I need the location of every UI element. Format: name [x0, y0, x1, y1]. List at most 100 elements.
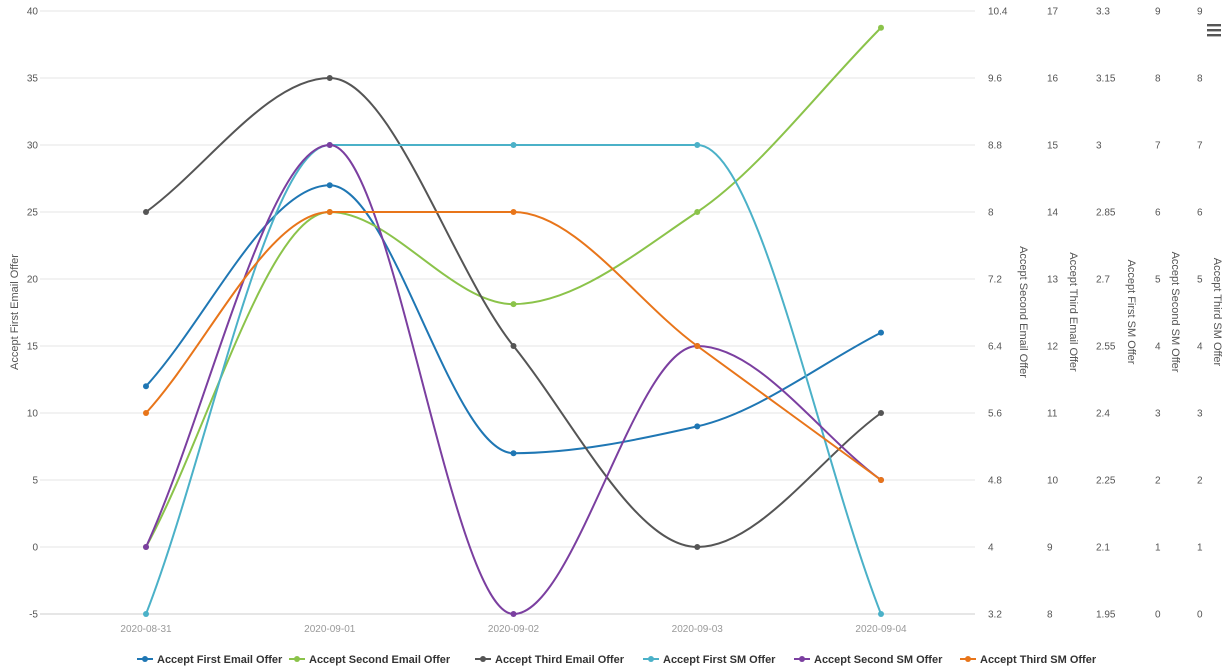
y-tick-label: 8 — [1047, 610, 1053, 621]
legend-item-accept-third-email-offer[interactable]: Accept Third Email Offer — [475, 654, 625, 666]
data-point[interactable] — [510, 142, 517, 148]
y-tick-label: 9 — [1197, 7, 1203, 18]
data-point[interactable] — [694, 544, 701, 550]
data-point[interactable] — [326, 75, 333, 81]
y-tick-label: 4.8 — [988, 476, 1002, 487]
data-point[interactable] — [694, 343, 701, 349]
data-point[interactable] — [510, 209, 517, 215]
data-point[interactable] — [878, 410, 884, 416]
legend-marker-icon — [294, 656, 300, 662]
hamburger-menu-icon[interactable] — [1207, 24, 1221, 37]
x-tick-label: 2020-08-31 — [120, 624, 172, 635]
y-tick-label: 2 — [1155, 476, 1161, 487]
x-tick-label: 2020-09-04 — [855, 624, 907, 635]
y-tick-label: 12 — [1047, 342, 1059, 353]
y-tick-label: 0 — [1155, 610, 1161, 621]
data-point[interactable] — [694, 209, 701, 215]
right-axes: 10.4 9.6 8.8 8 7.2 6.4 5.6 4.8 4 3.2 Accept Second… — [988, 7, 1223, 621]
legend-item-accept-second-sm-offer[interactable]: Accept Second SM Offer — [794, 654, 943, 666]
data-point[interactable] — [878, 611, 884, 617]
legend-label: Accept First SM Offer — [663, 654, 776, 666]
legend-item-accept-second-email-offer[interactable]: Accept Second Email Offer — [289, 654, 451, 666]
y-axis-title: Accept Third Email Offer — [1067, 252, 1079, 372]
legend: Accept First Email Offer Accept Second Em… — [137, 654, 1097, 666]
series-accept-first-email-offer — [143, 182, 884, 457]
series-line — [145, 143, 882, 616]
data-point[interactable] — [694, 423, 701, 430]
y-tick-label: 8 — [1197, 74, 1203, 85]
y-tick-label: 8 — [988, 208, 994, 219]
y-tick-label: 3 — [1197, 409, 1203, 420]
series-accept-third-email-offer — [143, 75, 884, 550]
y-tick-label: 40 — [27, 7, 39, 18]
legend-marker-icon — [965, 656, 971, 662]
legend-item-accept-first-email-offer[interactable]: Accept First Email Offer — [137, 654, 283, 666]
data-point[interactable] — [694, 142, 701, 148]
y-tick-label: 4 — [1197, 342, 1203, 353]
y-tick-label: 6 — [1197, 208, 1203, 219]
data-point[interactable] — [143, 544, 149, 550]
y-tick-label: 3 — [1096, 141, 1102, 152]
data-point[interactable] — [510, 611, 517, 617]
data-point[interactable] — [143, 410, 149, 416]
y-tick-label: 8 — [1155, 74, 1161, 85]
y-tick-label: 15 — [27, 342, 39, 353]
y-tick-label: 9 — [1047, 543, 1053, 554]
y-tick-label: 0 — [32, 543, 38, 554]
legend-label: Accept First Email Offer — [157, 654, 283, 666]
y-tick-label: 10 — [27, 409, 39, 420]
data-point[interactable] — [326, 182, 333, 189]
x-tick-label: 2020-09-03 — [672, 624, 724, 635]
y-tick-label: 6.4 — [988, 342, 1002, 353]
legend-marker-icon — [480, 656, 486, 662]
y-tick-label: 2 — [1197, 476, 1203, 487]
data-point[interactable] — [878, 329, 884, 336]
y-axis-title: Accept Third SM Offer — [1211, 258, 1223, 367]
y-tick-label: 2.55 — [1096, 342, 1116, 353]
data-point[interactable] — [326, 142, 333, 148]
legend-label: Accept Third Email Offer — [495, 654, 625, 666]
y-tick-label: 35 — [27, 74, 39, 85]
series-accept-third-sm-offer — [143, 209, 884, 483]
data-point[interactable] — [143, 209, 149, 215]
y-tick-label: 3 — [1155, 409, 1161, 420]
y-tick-label: 3.15 — [1096, 74, 1116, 85]
legend-item-accept-first-sm-offer[interactable]: Accept First SM Offer — [643, 654, 776, 666]
y-tick-label: 2.25 — [1096, 476, 1116, 487]
y-axis-title: Accept First SM Offer — [1125, 260, 1137, 365]
y-tick-label: 8.8 — [988, 141, 1002, 152]
y-tick-label: 1.95 — [1096, 610, 1116, 621]
y-tick-label: 3.2 — [988, 610, 1002, 621]
data-point[interactable] — [878, 477, 884, 483]
y-tick-label: 15 — [1047, 141, 1059, 152]
series-line — [145, 184, 882, 455]
x-axis: 2020-08-31 2020-09-01 2020-09-02 2020-09-03… — [120, 624, 907, 635]
legend-label: Accept Third SM Offer — [980, 654, 1097, 666]
y-tick-label: 1 — [1197, 543, 1203, 554]
legend-marker-icon — [799, 656, 805, 662]
y-axis-title: Accept Second SM Offer — [1169, 252, 1181, 373]
y-tick-label: 14 — [1047, 208, 1059, 219]
y-tick-label: 5.6 — [988, 409, 1002, 420]
y-tick-label: 2.4 — [1096, 409, 1110, 420]
legend-item-accept-third-sm-offer[interactable]: Accept Third SM Offer — [960, 654, 1097, 666]
data-point[interactable] — [510, 450, 517, 457]
y-tick-label: 6 — [1155, 208, 1161, 219]
x-tick-label: 2020-09-02 — [488, 624, 540, 635]
y-tick-label: 2.7 — [1096, 275, 1110, 286]
data-point[interactable] — [878, 24, 884, 31]
y-tick-label: 17 — [1047, 7, 1059, 18]
y-axis-title: Accept Second Email Offer — [1017, 246, 1029, 378]
y-tick-label: 4 — [1155, 342, 1161, 353]
data-point[interactable] — [143, 611, 149, 617]
data-point[interactable] — [510, 301, 517, 308]
data-point[interactable] — [143, 383, 149, 390]
y-tick-label: 11 — [1047, 409, 1058, 420]
grid — [40, 10, 975, 615]
series-layer — [143, 24, 884, 617]
y-axis-title: Accept First Email Offer — [9, 254, 21, 370]
data-point[interactable] — [510, 343, 517, 349]
data-point[interactable] — [326, 209, 333, 215]
x-tick-label: 2020-09-01 — [304, 624, 356, 635]
